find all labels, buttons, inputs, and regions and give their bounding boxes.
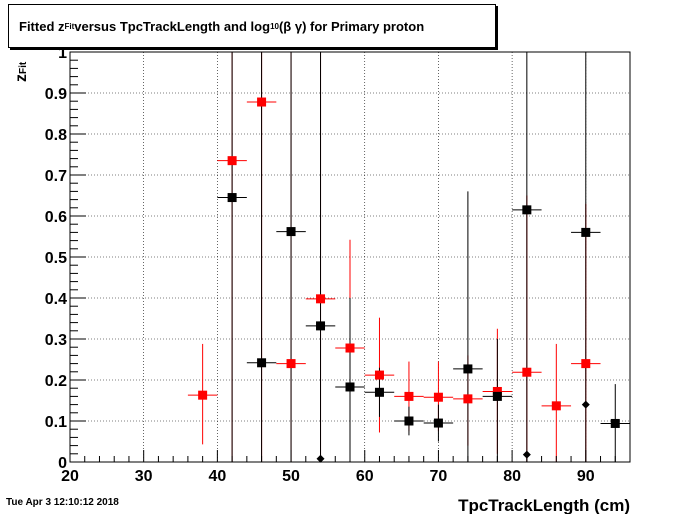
data-point: [492, 391, 502, 401]
data-point: [610, 418, 620, 428]
data-point: [227, 193, 237, 203]
y-axis-label: zFit: [13, 61, 30, 82]
data-point: [345, 343, 355, 353]
y-tick-label: 0.8: [45, 127, 67, 144]
x-tick-label: 60: [356, 468, 374, 485]
x-tick-label: 20: [61, 468, 79, 485]
chart-title: Fitted z Fit versus TpcTrackLength and lo…: [8, 4, 496, 48]
data-point-diamond: [581, 400, 590, 409]
data-point: [522, 367, 532, 377]
axis-ticks: [69, 51, 616, 463]
data-point-diamond: [522, 450, 531, 459]
x-axis-label: TpcTrackLength (cm): [458, 496, 630, 514]
data-point: [286, 359, 296, 369]
x-tick-label: 30: [135, 468, 153, 485]
data-markers: [198, 97, 620, 463]
title-sub-1: Fit: [64, 21, 75, 31]
title-sub-2: 10: [270, 21, 279, 31]
data-point: [227, 156, 237, 166]
y-tick-label: 0.3: [45, 332, 67, 349]
data-point: [374, 370, 384, 380]
data-point: [198, 390, 208, 400]
data-point: [492, 386, 502, 396]
data-point: [404, 391, 414, 401]
y-tick-label: 0.2: [45, 373, 67, 390]
x-tick-label: 50: [282, 468, 300, 485]
svg-text:zFit: zFit: [13, 61, 30, 82]
x-tick-labels: 20 30 40 50 60 70 80 90: [61, 468, 595, 485]
title-text-3: (β γ) for Primary proton: [278, 18, 425, 34]
y-tick-label: 0.7: [45, 168, 67, 185]
timestamp: Tue Apr 3 12:10:12 2018: [6, 497, 119, 508]
data-point: [463, 364, 473, 374]
y-tick-label: 0.5: [45, 250, 67, 267]
data-point: [581, 227, 591, 237]
data-point: [463, 394, 473, 404]
data-point: [522, 205, 532, 215]
y-tick-label: 0: [58, 455, 67, 472]
data-point: [581, 359, 591, 369]
y-axis-label-z: z: [13, 74, 30, 82]
y-tick-label: 0.4: [45, 291, 67, 308]
y-tick-label: 0.9: [45, 86, 67, 103]
y-tick-label: 0.6: [45, 209, 67, 226]
data-point: [257, 358, 267, 368]
x-tick-label: 70: [430, 468, 448, 485]
data-point: [433, 418, 443, 428]
title-text-2: versus TpcTrackLength and log: [74, 18, 271, 34]
y-tick-labels: 0 0.1 0.2 0.3 0.4 0.5 0.6 0.7 0.8 0.9 1: [45, 45, 67, 472]
data-point: [374, 387, 384, 397]
data-point: [345, 382, 355, 392]
x-tick-label: 80: [503, 468, 521, 485]
data-point: [404, 416, 414, 426]
title-text-1: Fitted z: [19, 18, 65, 34]
y-axis-label-sub: Fit: [18, 61, 29, 74]
x-tick-label: 90: [577, 468, 595, 485]
data-point: [257, 97, 267, 107]
data-point: [551, 401, 561, 411]
data-point: [286, 227, 296, 237]
data-point: [316, 294, 326, 304]
data-point: [316, 321, 326, 331]
y-tick-label: 0.1: [45, 414, 67, 431]
x-tick-label: 40: [208, 468, 226, 485]
y-tick-label: 1: [58, 45, 67, 62]
data-point: [433, 392, 443, 402]
